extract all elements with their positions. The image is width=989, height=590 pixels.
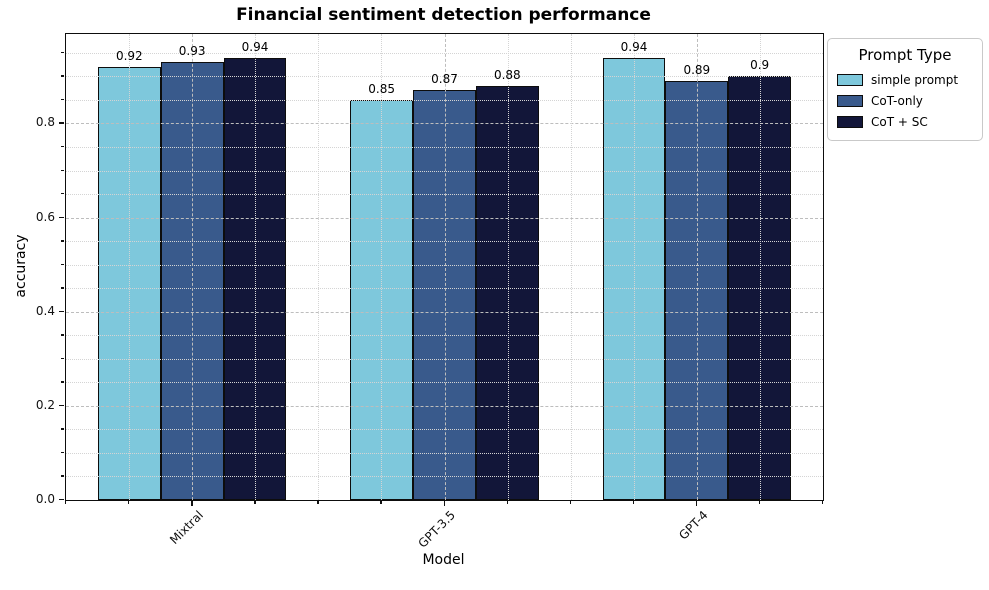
grid-line-v-minor [759,34,761,500]
x-axis-minor-tick [822,500,824,504]
legend-item-label: CoT + SC [871,114,928,129]
bar-value-label: 0.93 [178,44,206,59]
x-axis-minor-tick [128,500,130,504]
grid-line-v-minor [255,34,257,500]
bar-value-label: 0.94 [620,39,648,54]
grid-line-v-major [444,34,446,500]
chart-title: Financial sentiment detection performanc… [236,5,651,25]
grid-line-v-minor [318,34,320,500]
grid-line-v-minor [633,34,635,500]
bar-value-label: 0.87 [431,72,458,87]
y-axis-tick [59,499,64,501]
bar-value-label: 0.94 [241,39,269,54]
y-tick-label: 0.6 [35,209,55,224]
x-axis-minor-tick [254,500,256,504]
grid-line-v-major [192,34,194,500]
legend-items: simple prompt CoT-only CoT + SC [837,69,973,132]
grid-line-v-minor [570,34,572,500]
x-axis-label: Model [422,552,465,568]
legend-item: CoT-only [837,90,973,111]
legend-item: simple prompt [837,69,973,90]
legend-swatch [837,115,863,128]
bar-value-label: 0.9 [750,58,770,73]
x-axis-tick [443,500,445,506]
legend-title: Prompt Type [858,46,952,64]
x-axis-tick [191,500,193,506]
y-axis-minor-tick [61,169,64,171]
y-tick-label: 0.0 [35,492,55,506]
legend-swatch [837,73,863,86]
y-axis-minor-tick [61,98,64,101]
y-axis-minor-tick [61,263,64,266]
x-axis-minor-tick [65,500,67,504]
legend-item-label: CoT-only [871,93,923,108]
y-axis-label: accuracy [13,234,29,298]
x-category-label: Mixtral [167,508,207,547]
bar-value-label: 0.89 [683,63,711,78]
y-axis-minor-tick [61,240,64,242]
x-axis-minor-tick [758,500,761,504]
legend-swatch [837,94,863,107]
y-axis-minor-tick [61,357,64,360]
x-axis-minor-tick [506,500,508,504]
bar [223,57,287,500]
y-axis-tick [59,122,64,124]
y-axis-minor-tick [61,51,64,54]
x-category-label: GPT-4 [676,508,711,543]
x-axis-tick [695,500,698,506]
x-category-label: GPT-3.5 [415,508,459,551]
y-axis-minor-tick [61,334,64,336]
y-axis-tick [59,404,64,407]
y-axis-tick [59,216,64,218]
grid-line-v-minor [507,34,509,500]
y-axis-minor-tick [61,287,64,289]
y-axis-minor-tick [61,145,64,148]
grid-line-v-minor [381,34,383,500]
y-axis-minor-tick [61,381,64,383]
bar-value-label: 0.88 [493,67,521,82]
x-axis-minor-tick [632,500,635,504]
y-axis-tick [59,310,64,313]
y-axis-minor-tick [61,193,64,195]
legend-item: CoT + SC [837,111,973,132]
x-axis-minor-tick [317,500,319,504]
y-axis-minor-tick [61,475,64,477]
plot-area: 0.92 0.93 0.94 0.85 0.87 0.88 0.94 0.89 0.9 [65,33,824,501]
legend-item-label: simple prompt [871,72,959,87]
bar-value-label: 0.85 [368,81,396,96]
grid-line-v-minor [129,34,131,500]
bar [413,90,476,500]
x-axis-minor-tick [569,500,572,504]
y-tick-label: 0.8 [35,115,55,130]
grid-line-v-major [696,34,698,500]
y-tick-label: 0.2 [35,397,55,412]
bar-value-label: 0.92 [115,48,143,63]
bar [475,85,539,500]
y-axis-minor-tick [61,75,64,77]
x-axis-minor-tick [380,500,382,504]
y-axis-minor-tick [61,428,64,430]
y-axis-minor-tick [61,451,64,454]
y-tick-label: 0.4 [35,303,55,318]
legend: Prompt Type simple prompt CoT-only CoT + S… [827,38,983,141]
